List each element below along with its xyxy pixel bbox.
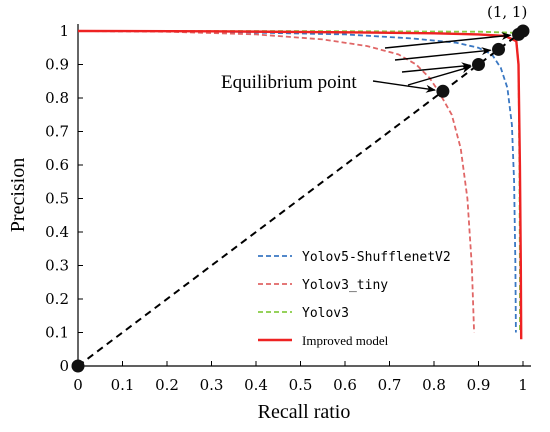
x-tick-label: 1 — [518, 376, 528, 394]
annotation-arrow — [384, 32, 512, 49]
y-tick-label: 0.3 — [45, 257, 69, 275]
equilibrium-point — [492, 42, 506, 56]
x-tick-label: 0.6 — [333, 376, 357, 394]
x-tick-label: 0.4 — [244, 376, 268, 394]
y-tick-label: 0.6 — [45, 156, 69, 174]
y-tick-label: 0 — [59, 357, 69, 375]
x-tick-label: 0.7 — [378, 376, 402, 394]
annotation-arrows — [372, 32, 512, 93]
y-tick-label: 0.4 — [45, 223, 69, 241]
y-tick-label: 0.2 — [45, 290, 69, 308]
y-tick-label: 0.1 — [45, 324, 69, 342]
x-tick-label: 0.2 — [155, 376, 179, 394]
legend-label: Yolov5-ShufflenetV2 — [302, 250, 451, 265]
y-tick-label: 0.7 — [45, 123, 69, 141]
y-axis-title: Precision — [7, 158, 29, 232]
y-tick-label: 1 — [59, 22, 69, 40]
y-tick-label: 0.8 — [45, 89, 69, 107]
x-axis-title: Recall ratio — [258, 401, 351, 423]
x-tick-label: 0.9 — [467, 376, 491, 394]
x-tick-label: 0.5 — [289, 376, 313, 394]
annotation-arrow — [401, 62, 472, 73]
corner-point-label: (1, 1) — [487, 3, 527, 21]
legend-label: Yolov3 — [302, 306, 349, 321]
y-tick-label: 0.5 — [45, 190, 69, 208]
legend-label: Improved model — [302, 333, 389, 348]
equilibrium-point — [516, 24, 530, 38]
axis-ticks: 0 0.1 0.2 0.3 0.4 0.5 0.6 0.7 0.8 0.9 1 0 0.1 0.2 0.3 0… — [45, 22, 528, 394]
equilibrium-diagonal — [77, 30, 524, 367]
equilibrium-point — [71, 359, 85, 373]
x-tick-label: 0.8 — [422, 376, 446, 394]
annotation-arrow — [372, 80, 436, 93]
equilibrium-point-label: Equilibrium point — [221, 72, 357, 93]
series-line-yolov3-tiny — [77, 30, 475, 333]
equilibrium-point — [436, 84, 450, 98]
x-tick-label: 0.1 — [111, 376, 135, 394]
x-tick-label: 0.3 — [200, 376, 224, 394]
legend-label: Yolov3_tiny — [302, 278, 388, 293]
annotation-arrow — [394, 47, 492, 61]
equilibrium-point — [472, 58, 485, 71]
annotation-arrow — [407, 65, 472, 86]
x-tick-label: 0 — [73, 376, 83, 394]
equilibrium-points — [71, 24, 530, 373]
plot-area: 0 0.1 0.2 0.3 0.4 0.5 0.6 0.7 0.8 0.9 1 0 0.1 0.2 0.3 0… — [45, 22, 531, 394]
y-tick-label: 0.9 — [45, 56, 69, 74]
legend: Yolov5-ShufflenetV2 Yolov3_tiny Yolov3 Impr… — [258, 250, 451, 348]
